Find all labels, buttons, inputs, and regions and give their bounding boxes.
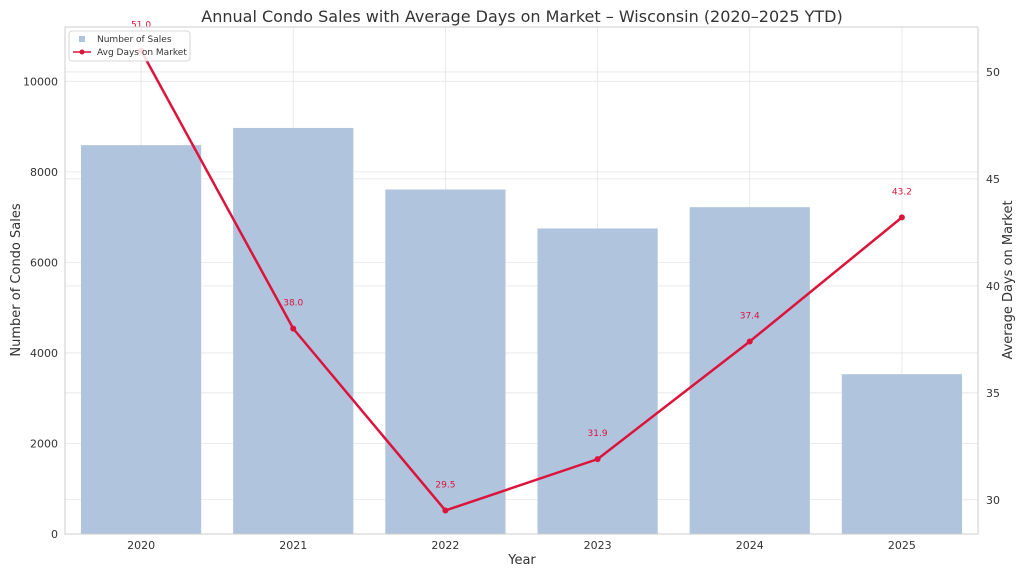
bar-2025 bbox=[841, 374, 963, 534]
y-right-tick-label: 40 bbox=[986, 280, 1000, 293]
y-right-tick-label: 35 bbox=[986, 387, 1000, 400]
avg-days-point-2024 bbox=[746, 338, 753, 345]
avg-days-point-2022 bbox=[442, 507, 449, 514]
y-left-tick-label: 0 bbox=[51, 528, 58, 541]
legend: Number of Sales Avg Days on Market bbox=[68, 30, 191, 62]
y-right-tick-label: 50 bbox=[986, 66, 1000, 79]
avg-days-label-2023: 31.9 bbox=[588, 429, 608, 439]
avg-days-label-2025: 43.2 bbox=[892, 187, 912, 197]
x-tick-label: 2024 bbox=[736, 539, 764, 552]
avg-days-label-2024: 37.4 bbox=[740, 311, 760, 321]
legend-box bbox=[68, 30, 191, 62]
y-left-tick-label: 6000 bbox=[30, 256, 58, 269]
y-left-tick-label: 8000 bbox=[30, 166, 58, 179]
x-axis-title: Year bbox=[507, 553, 536, 568]
plot-frame bbox=[64, 26, 979, 535]
y-axis-right-title: Average Days on Market bbox=[1001, 200, 1016, 359]
bars-layer bbox=[80, 127, 963, 535]
avg-days-point-2025 bbox=[898, 214, 905, 221]
x-tick-label: 2022 bbox=[431, 539, 459, 552]
avg-days-label-2022: 29.5 bbox=[435, 480, 455, 490]
y-right-tick-label: 45 bbox=[986, 173, 1000, 186]
x-tick-label: 2020 bbox=[127, 539, 155, 552]
bar-2024 bbox=[689, 207, 810, 534]
avg-days-label-2021: 38.0 bbox=[283, 299, 303, 309]
y-left-tick-label: 10000 bbox=[23, 75, 58, 88]
grid-layer bbox=[65, 27, 978, 535]
legend-line-marker bbox=[79, 49, 85, 55]
x-tick-label: 2021 bbox=[279, 539, 307, 552]
y-axis-left-title: Number of Condo Sales bbox=[9, 203, 24, 356]
x-tick-label: 2023 bbox=[584, 539, 612, 552]
avg-days-point-2023 bbox=[594, 456, 601, 463]
bar-2023 bbox=[537, 228, 658, 535]
x-tick-label: 2025 bbox=[888, 539, 916, 552]
y-left-tick-label: 4000 bbox=[30, 347, 58, 360]
y-left-tick-label: 2000 bbox=[30, 437, 58, 450]
avg-days-point-2021 bbox=[290, 325, 297, 332]
y-right-tick-label: 30 bbox=[986, 494, 1000, 507]
bar-2022 bbox=[385, 189, 506, 535]
legend-line-label: Avg Days on Market bbox=[97, 48, 187, 58]
chart-title: Annual Condo Sales with Average Days on … bbox=[201, 7, 842, 26]
avg-days-line bbox=[139, 49, 903, 512]
bar-2020 bbox=[80, 145, 202, 534]
avg-days-label-2020: 51.0 bbox=[131, 21, 151, 31]
legend-bar-label: Number of Sales bbox=[97, 35, 172, 45]
ticks-layer: 2020 2021 2022 2023 2024 2025 0 2000 4000 6000 800… bbox=[23, 66, 1000, 552]
legend-bar-swatch bbox=[79, 36, 85, 42]
